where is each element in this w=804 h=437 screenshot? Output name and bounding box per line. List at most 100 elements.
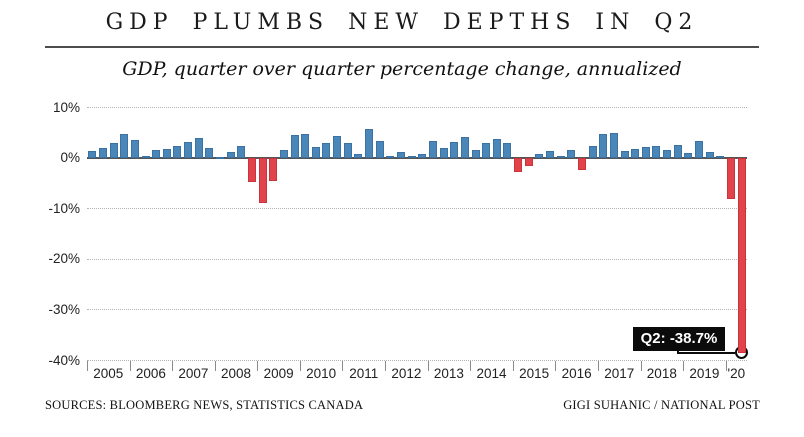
year-boundary-tick	[342, 361, 344, 371]
ytick-label--10: -10%	[48, 200, 80, 216]
bar-2011Q4	[375, 141, 384, 158]
bar-2013Q2	[439, 147, 448, 158]
bar-2006Q1	[130, 140, 139, 158]
bar-2019Q2	[695, 140, 704, 158]
bar-2010Q3	[322, 142, 331, 158]
bar-2009Q3	[279, 150, 288, 158]
bar-2008Q2	[226, 152, 235, 158]
gridline--10pct	[87, 208, 747, 210]
bar-2017Q3	[620, 150, 629, 158]
gridline--30pct	[87, 309, 747, 311]
bar-2018Q2	[652, 146, 661, 158]
xtick-label-2006: 2006	[135, 366, 166, 381]
xtick-label-2009: 2009	[263, 366, 294, 381]
bar-2007Q1	[173, 145, 182, 158]
bar-2008Q1	[216, 156, 225, 159]
bar-2020Q2	[737, 157, 746, 354]
year-boundary-tick	[299, 361, 301, 371]
bar-2006Q2	[141, 155, 150, 158]
bar-2019Q3	[705, 151, 714, 158]
bar-2016Q4	[588, 146, 597, 158]
xtick-label-2019: 2019	[689, 366, 720, 381]
title-divider-line	[45, 46, 759, 48]
bar-2014Q4	[503, 143, 512, 158]
bar-2005Q1	[88, 151, 97, 158]
bar-2014Q3	[492, 139, 501, 158]
bar-2013Q4	[460, 137, 469, 158]
bar-2011Q1	[343, 142, 352, 158]
bar-2020Q1	[727, 157, 735, 200]
bar-2015Q2	[524, 157, 533, 167]
bar-2008Q4	[247, 157, 256, 183]
bar-2018Q4	[673, 145, 682, 158]
gridline--20pct	[87, 258, 747, 260]
bar-2007Q4	[205, 147, 214, 158]
xtick-label-2018: 2018	[646, 366, 677, 381]
bar-2009Q2	[269, 157, 278, 182]
xtick-label-2017: 2017	[604, 366, 635, 381]
ytick-label-0: 0%	[60, 150, 80, 166]
year-boundary-tick	[257, 361, 259, 371]
bar-2014Q2	[482, 142, 491, 158]
bar-2012Q1	[386, 155, 395, 158]
year-boundary-tick	[683, 361, 685, 371]
bar-2005Q4	[120, 134, 129, 158]
bar-2010Q4	[333, 135, 342, 158]
xtick-label-2015: 2015	[519, 366, 550, 381]
bar-2008Q3	[237, 146, 246, 158]
annotation-callout: Q2: -38.7%	[633, 327, 725, 351]
bar-2010Q2	[311, 147, 320, 158]
annotation-connector-horizontal	[677, 352, 735, 355]
year-boundary-tick	[172, 361, 174, 371]
bar-2006Q4	[162, 148, 171, 158]
bar-2017Q1	[599, 134, 608, 158]
bar-2014Q1	[471, 150, 480, 158]
xtick-label-2013: 2013	[433, 366, 464, 381]
year-boundary-tick	[640, 361, 642, 371]
year-boundary-tick	[512, 361, 514, 371]
bar-2007Q3	[194, 137, 203, 158]
year-boundary-tick	[129, 361, 131, 371]
xtick-label-20: '20	[727, 366, 746, 381]
bar-2013Q1	[428, 141, 437, 158]
chart-subtitle: GDP, quarter over quarter percentage cha…	[122, 58, 682, 80]
bar-2017Q4	[631, 148, 640, 158]
ytick-label--30: -30%	[48, 301, 80, 317]
year-boundary-tick	[385, 361, 387, 371]
ytick-label--20: -20%	[48, 251, 80, 267]
xtick-label-2008: 2008	[221, 366, 252, 381]
xtick-label-2011: 2011	[349, 366, 379, 381]
gridline-10pct	[87, 107, 747, 108]
bar-2018Q3	[663, 150, 672, 158]
year-boundary-tick	[597, 361, 599, 371]
sources-text: SOURCES: BLOOMBERG NEWS, STATISTICS CANA…	[45, 398, 364, 412]
xtick-label-2014: 2014	[476, 366, 507, 381]
bar-2019Q1	[684, 152, 693, 158]
bar-2012Q3	[407, 156, 416, 159]
year-boundary-tick	[87, 361, 88, 371]
bar-2010Q1	[301, 133, 310, 158]
bar-2012Q2	[397, 151, 405, 158]
bar-2013Q3	[450, 141, 459, 158]
xtick-label-2007: 2007	[178, 366, 209, 381]
bar-2006Q3	[152, 150, 161, 158]
bar-2015Q1	[514, 157, 523, 172]
xtick-label-2012: 2012	[391, 366, 422, 381]
chart-title: GDP PLUMBS NEW DEPTHS IN Q2	[105, 10, 699, 35]
xtick-label-2005: 2005	[93, 366, 124, 381]
year-boundary-tick	[555, 361, 557, 371]
bar-2019Q4	[716, 156, 725, 159]
bar-2009Q4	[290, 135, 299, 158]
ytick-label-10: 10%	[52, 99, 80, 115]
xtick-label-2016: 2016	[561, 366, 592, 381]
bar-2016Q1	[556, 155, 565, 158]
year-boundary-tick	[725, 361, 727, 371]
bar-2017Q2	[609, 132, 618, 158]
bar-2009Q1	[258, 157, 267, 204]
bar-2012Q4	[418, 154, 427, 158]
bar-2011Q2	[354, 154, 363, 158]
year-boundary-tick	[214, 361, 216, 371]
bar-2016Q2	[567, 149, 576, 158]
year-boundary-tick	[470, 361, 472, 371]
